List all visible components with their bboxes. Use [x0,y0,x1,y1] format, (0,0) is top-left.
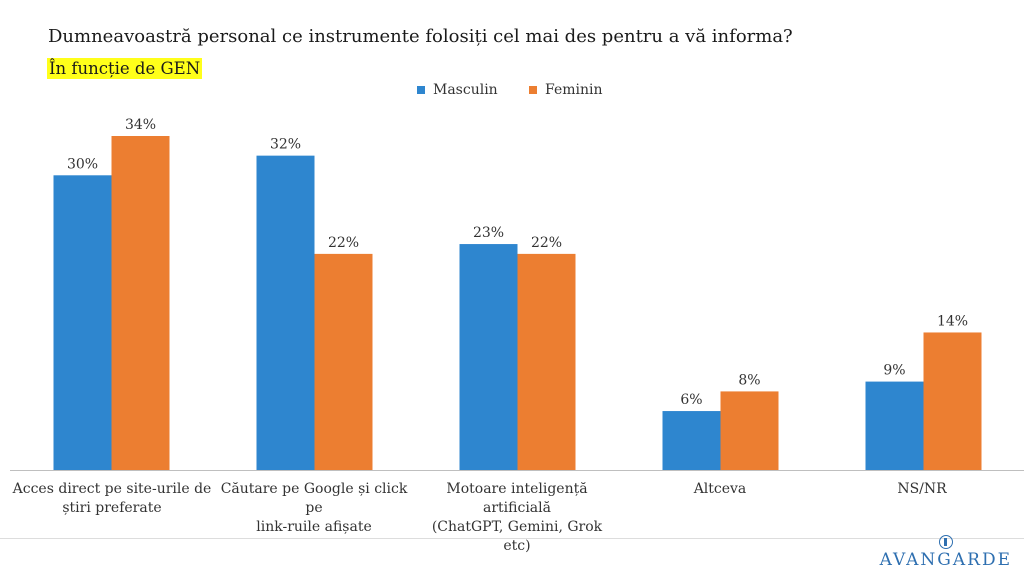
data-label-feminin-4: 14% [937,313,968,329]
data-label-masculin-4: 9% [883,363,905,379]
category-label-1: Căutare pe Google și click pe link-ruile … [220,481,408,535]
legend-item-masculin: Masculin [417,82,498,98]
data-label-masculin-3: 6% [680,392,702,408]
bar-masculin-3 [662,411,721,470]
data-label-feminin-3: 8% [738,372,760,388]
legend-label-masculin: Masculin [433,82,498,98]
bar-masculin-1 [256,155,315,470]
bar-feminin-1 [314,253,373,470]
category-label-2: Motoare inteligență artificială (ChatGPT,… [431,481,603,554]
chart-subtitle: În funcție de GEN [47,58,203,79]
footer-divider [0,538,1024,539]
data-label-feminin-1: 22% [328,235,359,251]
logo-icon [938,535,953,549]
data-label-masculin-2: 23% [473,225,504,241]
data-label-feminin-2: 22% [531,235,562,251]
legend-swatch-masculin [417,86,425,94]
bar-masculin-0 [53,175,112,470]
category-label-0: Acces direct pe site-urile de știri prefe… [12,481,212,516]
chart-title: Dumneavoastră personal ce instrumente fo… [48,26,793,47]
logo-text: AVANGARDE [879,550,1012,570]
avangarde-logo: AVANGARDE [880,535,1012,570]
legend-label-feminin: Feminin [545,82,603,98]
data-label-masculin-1: 32% [270,137,301,153]
category-label-4: NS/NR [897,481,947,497]
data-label-masculin-0: 30% [67,156,98,172]
legend-swatch-feminin [529,86,537,94]
bar-masculin-2 [459,244,518,470]
legend-item-feminin: Feminin [529,82,603,98]
category-label-3: Altceva [693,481,747,497]
data-label-feminin-0: 34% [125,117,156,133]
bar-feminin-4 [923,332,982,470]
bar-feminin-2 [517,253,576,470]
bar-feminin-0 [111,136,170,470]
bar-masculin-4 [865,381,924,470]
bar-feminin-3 [720,391,779,470]
